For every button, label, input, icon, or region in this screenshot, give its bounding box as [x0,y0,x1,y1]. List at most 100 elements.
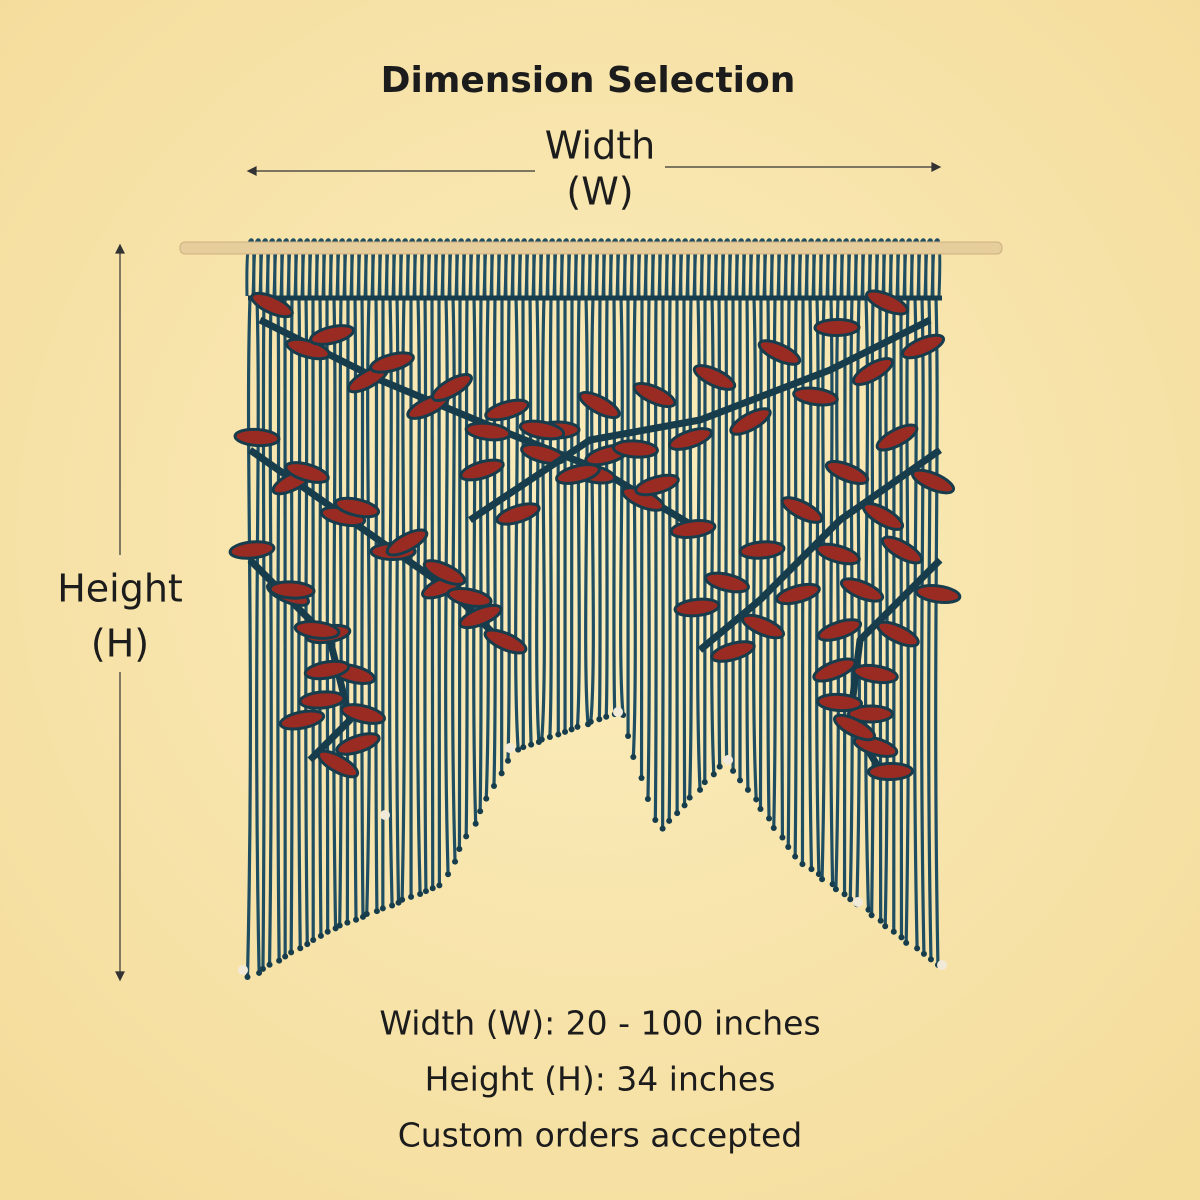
leaf [668,427,713,451]
cord-knot [686,794,693,801]
leaf [673,597,721,618]
cord [457,297,462,850]
cord-knot [515,746,522,753]
leaf [914,584,962,604]
cord-knot [829,881,836,888]
cord-knot [568,726,575,733]
cord-knot [819,876,826,883]
cord [717,297,722,767]
cord [870,297,875,916]
cord-knot [710,771,717,778]
cord-knot [498,770,505,777]
leaf [692,364,737,391]
cord-knot [562,728,569,735]
width-arrow [246,162,942,176]
leaf [578,390,621,420]
leaf [632,381,677,409]
leaf [422,559,467,586]
leaf [483,628,528,655]
cord-knot [815,871,822,878]
bead [723,755,733,765]
cord-knot [546,733,553,740]
leaf [446,587,493,608]
leaf [815,542,861,566]
cord [878,297,883,921]
cord [548,297,553,738]
cord [492,297,497,787]
cord-knot [644,796,651,802]
cord-knot [276,957,283,964]
leaf [741,613,785,640]
leaf [335,732,381,756]
leaf [780,496,824,524]
cord-knot [324,928,331,935]
cord [484,297,490,799]
cord [899,297,904,938]
cord-knot [832,886,839,893]
cord-knot [753,796,760,803]
cord [667,297,672,821]
cord [514,297,520,750]
cord [688,297,693,798]
cord [444,297,450,875]
cord-knot [555,731,562,738]
cord-knot [429,885,436,892]
cord-knot [903,939,910,946]
cord [267,297,273,965]
cord-knot [890,928,897,935]
cord-knot [266,961,273,968]
leaf [284,461,330,484]
leaf [738,540,786,560]
leaf [900,333,946,360]
spec-height: Height (H): 34 inches [425,1060,776,1099]
cord-knot [317,932,324,939]
cord [920,297,926,954]
cord [815,297,821,875]
cord-knot [920,950,927,957]
cord [528,297,533,745]
spec-note: Custom orders accepted [398,1116,803,1155]
cord-knot [389,902,396,909]
cord-knot [799,861,806,868]
cord-knot [574,723,581,730]
leaf [431,373,473,402]
cord-knot [730,767,737,774]
cord-knot [785,844,792,851]
cord-knot [456,846,463,852]
leaf [278,709,326,731]
leaf [518,419,566,441]
cord [276,297,281,961]
cord-knot [452,858,459,865]
leaf [824,459,870,486]
height-symbol: (H) [91,622,149,666]
cord-knot [353,916,360,923]
leaf [268,580,316,600]
cord-knot [587,718,594,725]
bead [238,965,248,975]
cord [584,297,590,725]
cord-knot [792,853,799,860]
cord-knot [808,866,815,873]
cord [297,297,302,949]
bead [937,960,947,970]
cord [639,297,644,779]
cord-knot [681,802,688,809]
width-label: Width [545,124,655,168]
cord [506,297,511,761]
bead [613,707,623,717]
leaf [228,540,276,560]
leaf [459,458,505,482]
cord-knot [417,891,424,897]
cord-knot [504,757,511,764]
cord-knot [666,817,673,824]
cord-knot [436,882,443,889]
leaf [911,468,955,495]
leaf [340,703,386,725]
cord-knot [408,893,415,900]
cord-knot [244,974,251,981]
cord-knot [927,956,934,963]
cord-knot [477,808,484,815]
leaf [852,735,899,758]
cord-knot [652,817,659,823]
branch [697,447,943,653]
